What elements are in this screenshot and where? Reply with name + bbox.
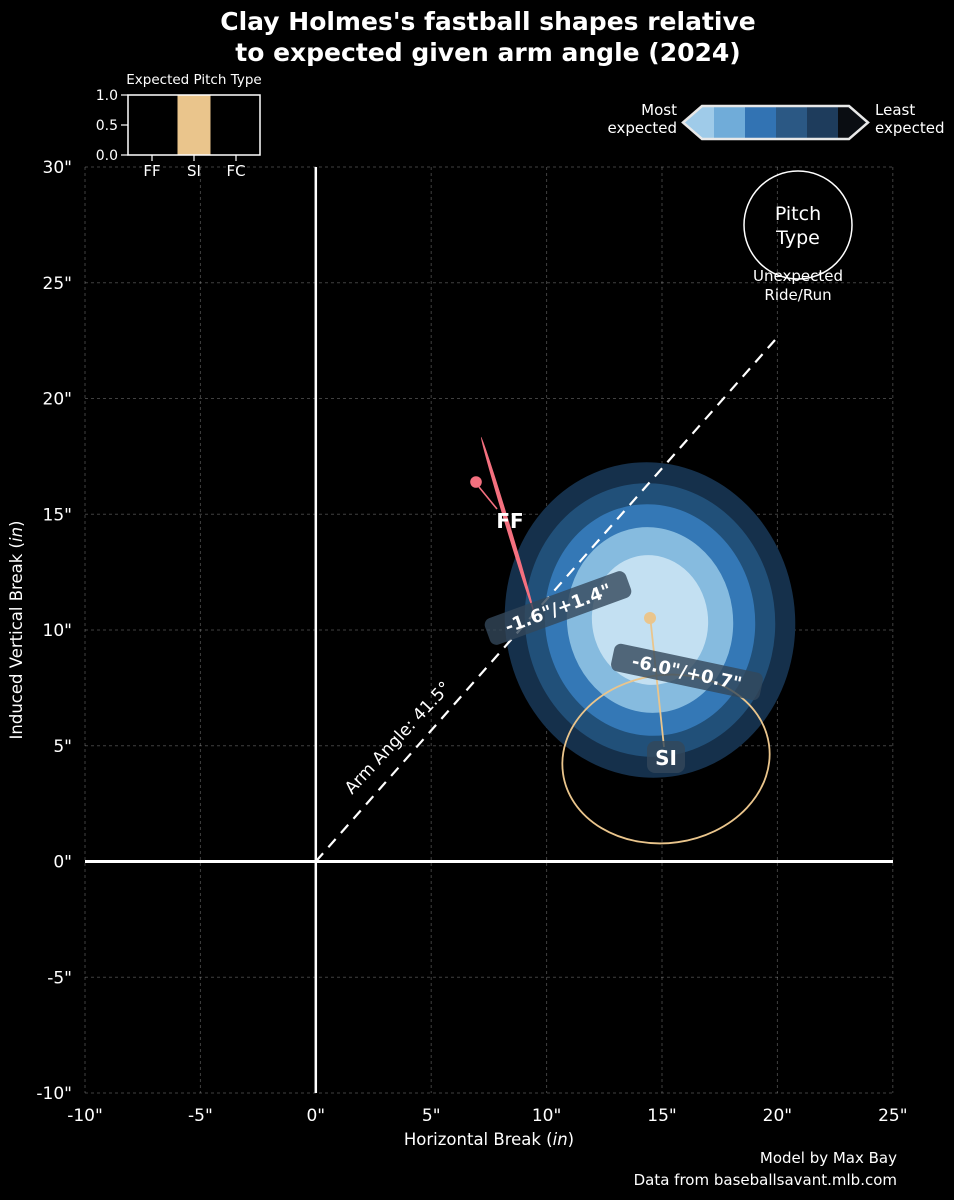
si-point (644, 612, 656, 624)
y-tick: 25" (43, 274, 72, 294)
inset-category-si: SI (187, 162, 201, 180)
x-tick: -10" (67, 1106, 103, 1126)
y-tick: -10" (36, 1084, 72, 1104)
pitch-type-circle (743, 170, 853, 280)
ff-shape-ellipse (480, 436, 535, 613)
colorbar-least-label-1: Least (875, 101, 915, 119)
title-line-1: Clay Holmes's fastball shapes relative (220, 7, 755, 36)
colorbar-least-label-2: expected (875, 119, 944, 137)
pitch-type-sub-1: Unexpected (753, 267, 843, 285)
pitch-type-legend: Pitch Type Unexpected Ride/Run (743, 170, 853, 304)
attribution-data-source: Data from baseballsavant.mlb.com (634, 1171, 897, 1189)
si-label: SI (655, 746, 677, 770)
x-tick-labels: -10" -5" 0" 5" 10" 15" 20" 25" (67, 1106, 907, 1126)
colorbar-segment-4 (776, 106, 807, 139)
x-axis-label: Horizontal Break (in) (404, 1130, 574, 1149)
si-annotation-box (611, 643, 763, 701)
x-tick: 10" (532, 1106, 561, 1126)
x-tick: 5" (422, 1106, 441, 1126)
chart-title: Clay Holmes's fastball shapes relative t… (220, 7, 755, 67)
ff-annotation-box (484, 571, 632, 645)
attribution: Model by Max Bay Data from baseballsavan… (634, 1149, 898, 1189)
colorbar-segment-2 (714, 106, 745, 139)
arm-angle-label: Arm Angle: 41.5° (341, 678, 455, 799)
inset-y-tick: 1.0 (96, 88, 118, 104)
x-tick: 15" (647, 1106, 676, 1126)
y-tick: 30" (43, 158, 72, 178)
x-tick: 20" (763, 1106, 792, 1126)
colorbar-segment-5 (807, 106, 838, 139)
x-tick: 0" (306, 1106, 325, 1126)
inset-expected-pitch-type: Expected Pitch Type 1.0 0.5 0.0 FF SI FC (96, 72, 262, 180)
y-axis-label: Induced Vertical Break (in) (7, 521, 26, 740)
inset-x-ticks (151, 155, 237, 161)
pitch-type-label-2: Type (775, 227, 820, 249)
pitch-type-label-1: Pitch (775, 203, 821, 225)
y-tick: 20" (43, 390, 72, 410)
ff-label: FF (496, 509, 523, 533)
y-tick: 5" (53, 737, 72, 757)
inset-title: Expected Pitch Type (126, 72, 261, 88)
si-label-group: SI (647, 741, 685, 773)
ff-point (470, 476, 482, 488)
si-connector-line (649, 619, 665, 748)
colorbar-segment-3 (745, 106, 776, 139)
inset-y-ticks (121, 94, 128, 156)
colorbar-most-label-2: expected (608, 119, 677, 137)
inset-category-fc: FC (226, 162, 245, 180)
si-label-box (647, 741, 685, 773)
y-tick: -5" (47, 968, 72, 988)
y-tick: 10" (43, 621, 72, 641)
ff-leader-line (478, 486, 498, 510)
colorbar-most-label-1: Most (641, 101, 677, 119)
inset-y-tick: 0.5 (96, 118, 118, 134)
inset-y-tick: 0.0 (96, 148, 118, 164)
y-tick: 15" (43, 505, 72, 525)
x-tick: 25" (878, 1106, 907, 1126)
title-line-2: to expected given arm angle (2024) (235, 38, 740, 67)
inset-category-ff: FF (143, 162, 160, 180)
y-tick-labels: 30" 25" 20" 15" 10" 5" 0" -5" -10" (36, 158, 72, 1104)
attribution-model: Model by Max Bay (760, 1149, 897, 1167)
x-tick: -5" (188, 1106, 213, 1126)
zero-axes (85, 167, 893, 1093)
pitch-type-sub-2: Ride/Run (764, 286, 831, 304)
y-tick: 0" (53, 853, 72, 873)
colorbar-border (681, 104, 870, 141)
colorbar-segments (683, 106, 868, 139)
inset-si-bar (177, 95, 211, 155)
expectedness-colorbar: Most expected Least expected (608, 101, 944, 141)
